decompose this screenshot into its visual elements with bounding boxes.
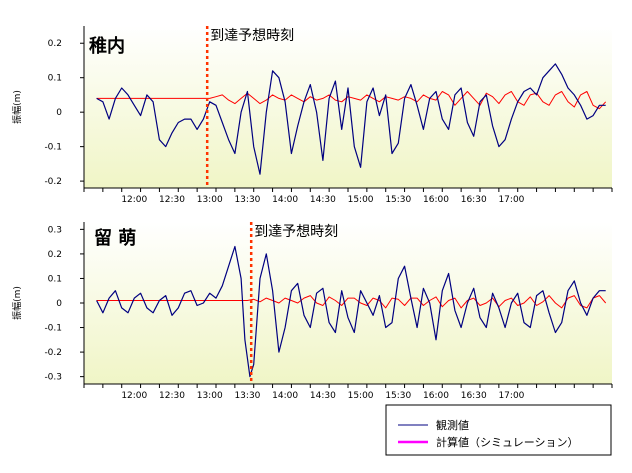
x-tick-label: 14:00	[272, 391, 298, 401]
x-tick-label: 14:00	[272, 195, 298, 205]
series-layer	[96, 63, 607, 175]
station-name: 稚内	[89, 35, 125, 57]
y-tick-label: -0.2	[44, 348, 62, 358]
y-axis-label: 振幅(m)	[11, 90, 23, 124]
x-tick-label: 13:30	[234, 391, 260, 401]
legend-box	[385, 404, 612, 456]
y-tick-label: -0.1	[44, 324, 62, 334]
x-tick-label: 14:30	[310, 195, 336, 205]
plot-area	[84, 222, 612, 384]
x-tick-label: 13:30	[234, 195, 260, 205]
legend-observed-label: 観測値	[436, 418, 469, 432]
chart-panel-rumoi: 0.3 0.2 0.1 0 -0.1 -0.2 -0.3 12:00 12:30 13:00 13…	[11, 222, 613, 401]
arrival-time-label: 到達予想時刻	[210, 28, 294, 44]
y-ticks: 0.3 0.2 0.1 0 -0.1 -0.2 -0.3	[44, 225, 84, 383]
observed-series-line	[96, 63, 606, 175]
x-tick-label: 13:00	[197, 195, 223, 205]
y-tick-label: 0.3	[48, 225, 62, 235]
x-tick-label: 16:30	[461, 391, 487, 401]
y-tick-label: 0	[56, 108, 62, 118]
simulated-series-line	[96, 295, 607, 309]
x-tick-label: 14:30	[310, 391, 336, 401]
x-tick-label: 15:00	[348, 195, 374, 205]
x-tick-label: 16:00	[423, 195, 449, 205]
y-tick-label: 0.2	[48, 39, 62, 49]
x-tick-label: 17:00	[498, 391, 524, 401]
x-tick-label: 16:30	[461, 195, 487, 205]
y-tick-label: -0.3	[44, 373, 62, 383]
x-tick-label: 12:30	[159, 391, 185, 401]
series-layer	[96, 245, 607, 378]
legend: 観測値 計算値（シミュレーション）	[385, 404, 612, 456]
x-tick-label: 12:30	[159, 195, 185, 205]
chart-panel-wakkanai: 0.2 0.1 0 -0.1 -0.2 12:00 12:30 13:00 13:30 14:0…	[11, 26, 613, 205]
y-tick-label: -0.1	[44, 143, 62, 153]
plot-area	[84, 26, 612, 188]
x-tick-label: 17:00	[498, 195, 524, 205]
x-tick-label: 16:00	[423, 391, 449, 401]
y-tick-label: 0	[56, 299, 62, 309]
y-tick-label: -0.2	[44, 177, 62, 187]
station-name: 留 萌	[94, 227, 136, 249]
legend-simulated-label: 計算値（シミュレーション）	[436, 435, 579, 449]
x-tick-label: 12:00	[121, 195, 147, 205]
y-tick-label: 0.2	[48, 250, 62, 260]
arrival-time-label: 到達予想時刻	[254, 224, 338, 240]
x-tick-label: 15:30	[385, 195, 411, 205]
observed-series-line	[96, 245, 606, 378]
y-tick-label: 0.1	[48, 74, 62, 84]
y-axis-label: 振幅(m)	[11, 286, 23, 320]
x-tick-label: 15:30	[385, 391, 411, 401]
x-ticks: 12:00 12:30 13:00 13:30 14:00 14:30 15:00 15:30…	[83, 188, 613, 205]
x-tick-label: 15:00	[348, 391, 374, 401]
y-ticks: 0.2 0.1 0 -0.1 -0.2	[44, 39, 84, 187]
simulated-series-line	[96, 91, 607, 110]
y-tick-label: 0.1	[48, 274, 62, 284]
x-tick-label: 13:00	[197, 391, 223, 401]
x-ticks: 12:00 12:30 13:00 13:30 14:00 14:30 15:00 15:30…	[83, 384, 613, 401]
x-tick-label: 12:00	[121, 391, 147, 401]
